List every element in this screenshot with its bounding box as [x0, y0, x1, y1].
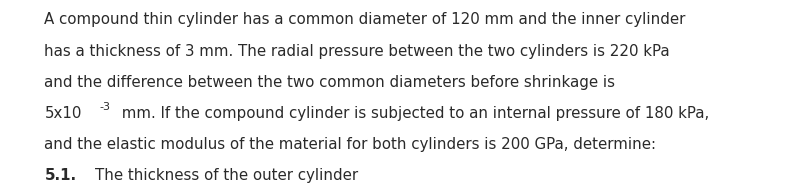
Text: and the elastic modulus of the material for both cylinders is 200 GPa, determine: and the elastic modulus of the material …: [44, 137, 656, 152]
Text: 5.1.: 5.1.: [44, 168, 77, 183]
Text: A compound thin cylinder has a common diameter of 120 mm and the inner cylinder: A compound thin cylinder has a common di…: [44, 12, 686, 27]
Text: and the difference between the two common diameters before shrinkage is: and the difference between the two commo…: [44, 75, 616, 90]
Text: The thickness of the outer cylinder: The thickness of the outer cylinder: [95, 168, 358, 183]
Text: -3: -3: [99, 102, 111, 112]
Text: mm. If the compound cylinder is subjected to an internal pressure of 180 kPa,: mm. If the compound cylinder is subjecte…: [117, 106, 709, 121]
Text: 5x10: 5x10: [44, 106, 82, 121]
Text: has a thickness of 3 mm. The radial pressure between the two cylinders is 220 kP: has a thickness of 3 mm. The radial pres…: [44, 43, 670, 58]
